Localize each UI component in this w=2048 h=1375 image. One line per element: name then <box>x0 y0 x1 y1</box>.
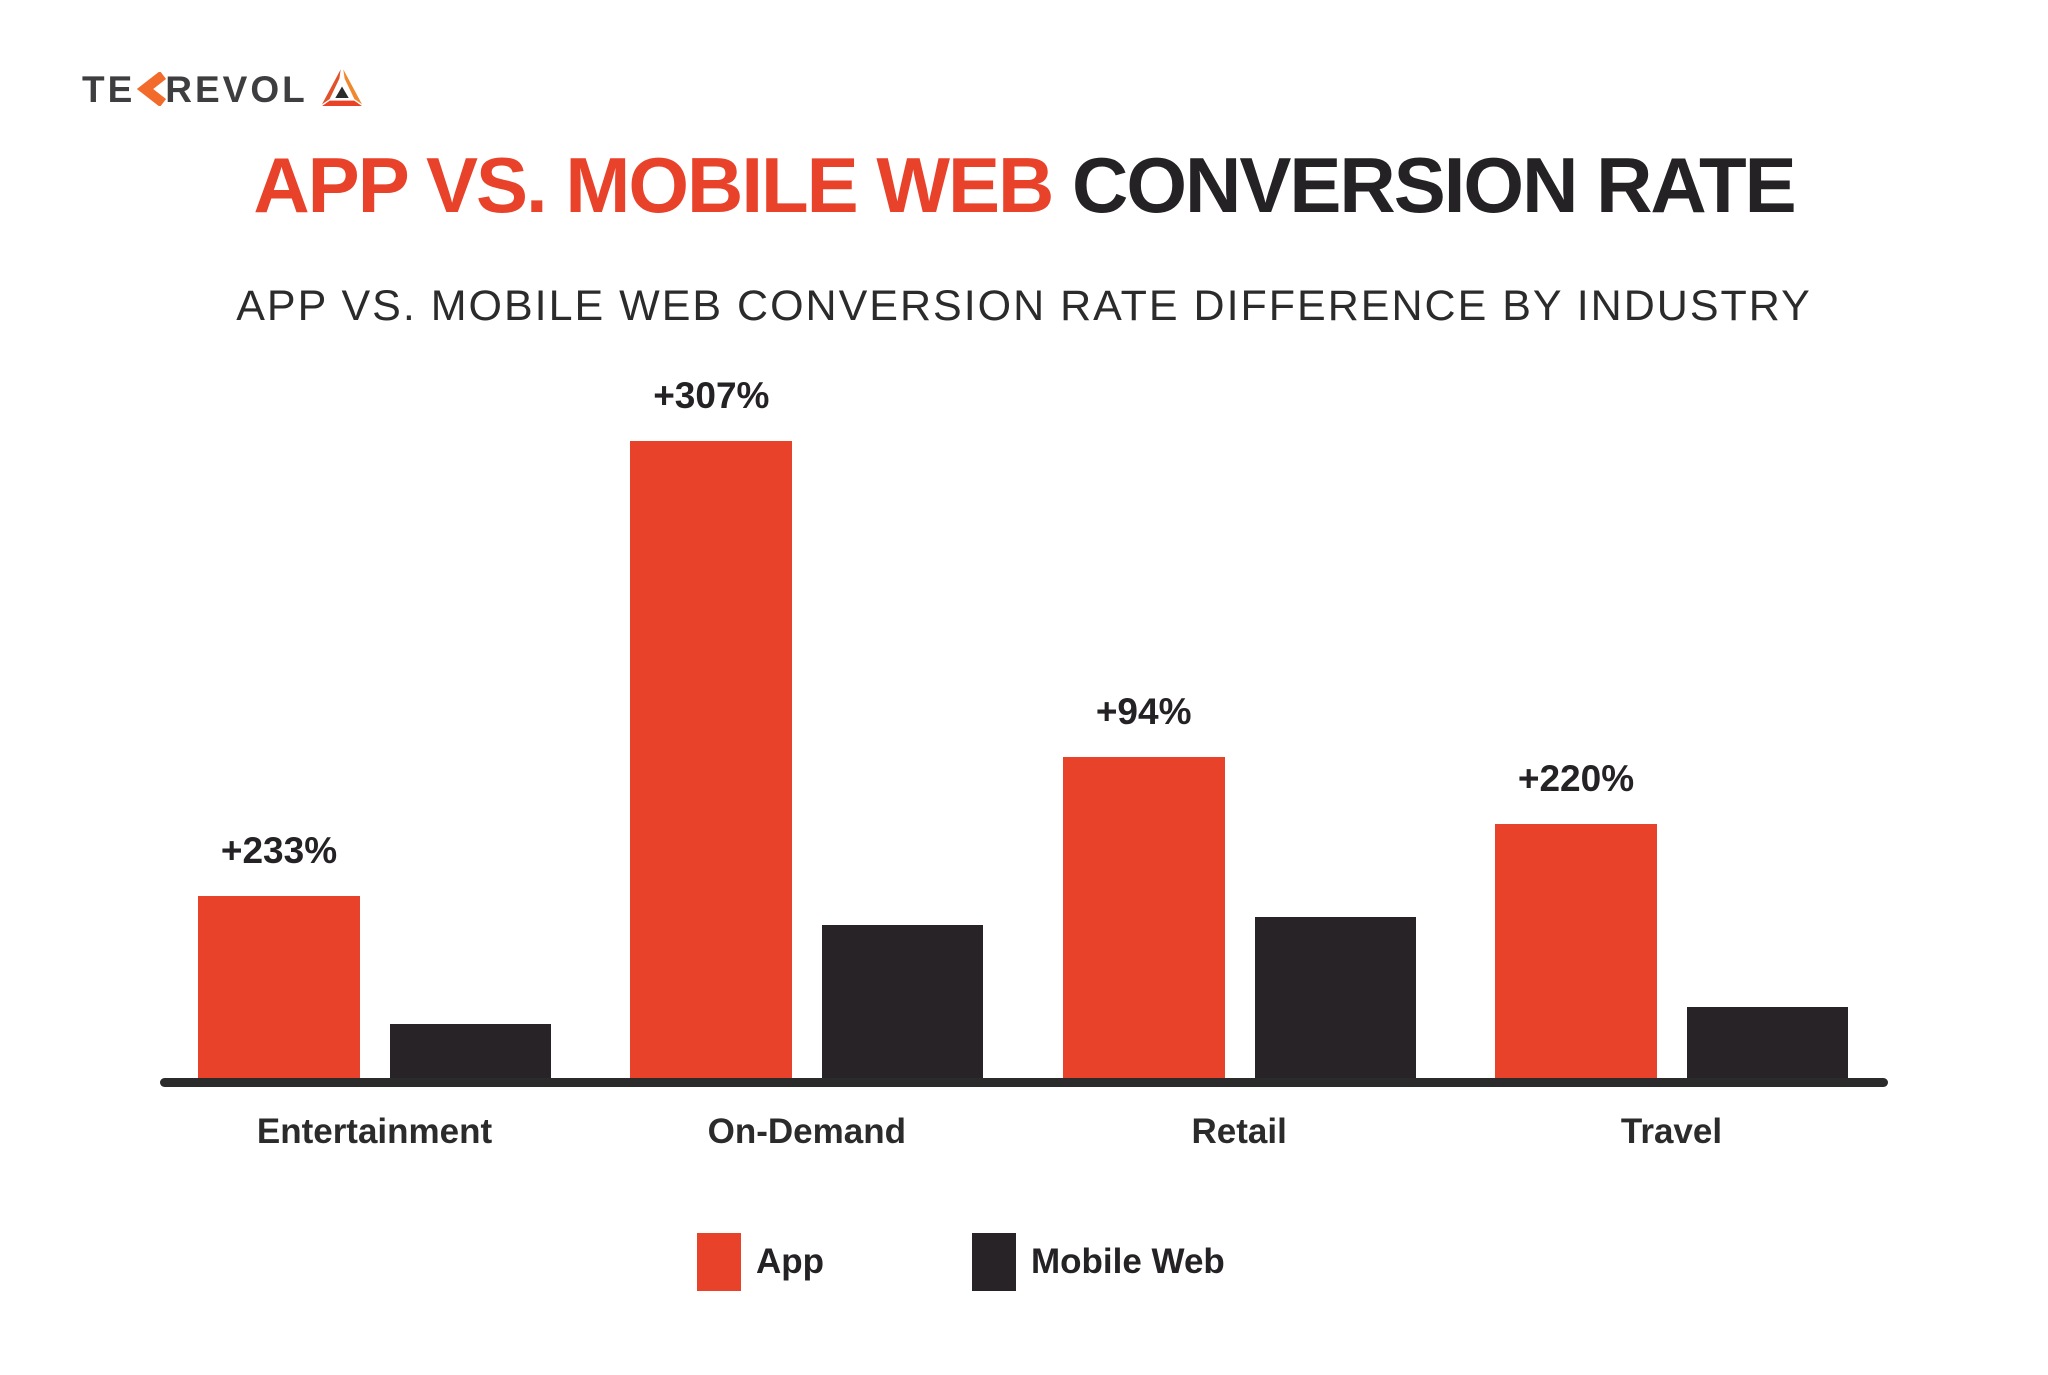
bar-app-retail: +94% <box>1062 691 1225 1078</box>
page-title-accent: APP VS. MOBILE WEB <box>253 141 1073 229</box>
value-label-retail: +94% <box>1095 691 1192 732</box>
legend-swatch-app <box>697 1233 741 1291</box>
value-label-entertainment: +233% <box>220 830 338 871</box>
page-title: APP VS. MOBILE WEB CONVERSION RATE <box>0 146 2048 224</box>
bar-mobile-web-retail <box>1254 917 1416 1078</box>
legend-label-mobile-web: Mobile Web <box>1031 1242 1225 1281</box>
bar-group-retail: +94% <box>1062 691 1416 1078</box>
bar-mobile-web-on-demand <box>822 925 984 1078</box>
page-subtitle: APP VS. MOBILE WEB CONVERSION RATE DIFFE… <box>236 282 1812 330</box>
bar-mobile-web-travel <box>1686 1007 1848 1078</box>
legend-item-app: App <box>697 1233 824 1291</box>
category-label-travel: Travel <box>1620 1112 1723 1151</box>
tekrevol-triangle-icon <box>317 64 367 114</box>
bar-app-travel: +220% <box>1494 758 1657 1078</box>
category-label-retail: Retail <box>1191 1112 1287 1151</box>
legend-item-mobile-web: Mobile Web <box>972 1233 1225 1291</box>
bar-app-entertainment: +233% <box>198 830 360 1078</box>
x-axis-line <box>160 1078 1888 1087</box>
logo-wordmark: TE REVOL <box>82 71 308 108</box>
legend-label-app: App <box>756 1242 825 1281</box>
category-label-entertainment: Entertainment <box>256 1112 493 1151</box>
value-label-travel: +220% <box>1517 758 1635 799</box>
category-label-on-demand: On-Demand <box>707 1112 906 1151</box>
page-title-rest: CONVERSION RATE <box>1072 141 1797 229</box>
bar-group-entertainment: +233% <box>198 830 551 1078</box>
tekrevol-logo: TE REVOL <box>82 64 367 114</box>
category-axis-labels: Entertainment On-Demand Retail Travel <box>160 1112 1888 1152</box>
logo-text-right: REVOL <box>165 68 308 110</box>
logo-text-left: TE <box>82 68 136 110</box>
bar-group-on-demand: +307% <box>630 375 984 1078</box>
bar-group-travel: +220% <box>1494 758 1848 1078</box>
bar-mobile-web-entertainment <box>390 1024 551 1078</box>
logo-chevron-icon <box>136 72 167 106</box>
value-label-on-demand: +307% <box>653 375 770 416</box>
legend-swatch-mobile-web <box>972 1233 1016 1291</box>
bar-app-on-demand: +307% <box>630 375 793 1078</box>
plot-area: +233% +307% +94% +220% <box>160 375 1888 1078</box>
